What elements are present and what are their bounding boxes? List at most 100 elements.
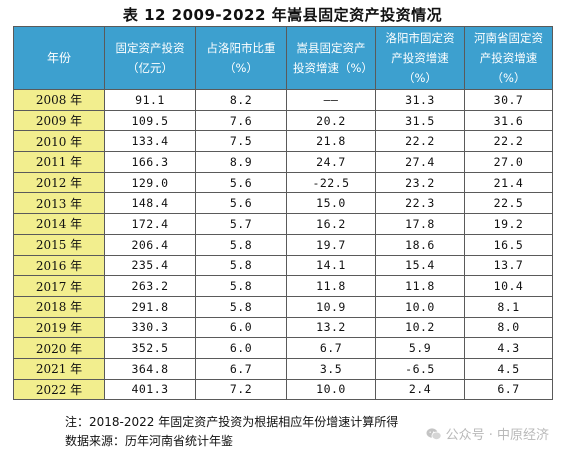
table-cell: 22.3 [375, 192, 465, 215]
data-source: 数据来源：历年河南省统计年鉴 [65, 434, 234, 448]
table-cell: 166.3 [104, 151, 196, 173]
table-cell: 10.4 [464, 275, 553, 297]
footnote: 注：2018-2022 年固定资产投资为根据相应年份增速计算所得 [65, 415, 399, 429]
year-cell: 2013 年 [13, 192, 105, 215]
table-cell: 10.0 [286, 378, 376, 401]
table-cell: 21.4 [464, 171, 553, 194]
table-cell: 19.7 [286, 233, 376, 256]
table-row: 2016 年 235.4 5.8 14.1 15.4 13.7 [13, 254, 553, 277]
year-cell: 2012 年 [13, 171, 105, 194]
table-cell: 19.2 [464, 213, 553, 235]
table-cell: 24.7 [286, 151, 376, 173]
table-cell: 91.1 [104, 89, 196, 111]
watermark: 公众号 · 中原经济 [426, 424, 549, 443]
table-cell: 14.1 [286, 254, 376, 277]
table-row: 2020 年 352.5 6.0 6.7 5.9 4.3 [13, 337, 553, 359]
table-cell: 8.2 [195, 89, 287, 111]
table-cell: 5.9 [375, 337, 465, 359]
table-cell: 20.2 [286, 109, 376, 132]
year-cell: 2020 年 [13, 337, 105, 359]
table-cell: 16.2 [286, 213, 376, 235]
table-cell: 27.4 [375, 151, 465, 173]
table-row: 2008 年 91.1 8.2 —— 31.3 30.7 [13, 89, 553, 111]
column-header-year: 年份 [13, 26, 105, 90]
table-cell: 7.5 [195, 130, 287, 153]
table-row: 2010 年 133.4 7.5 21.8 22.2 22.2 [13, 130, 553, 153]
table-row: 2021 年 364.8 6.7 3.5 -6.5 4.5 [13, 357, 553, 380]
table-cell: 330.3 [104, 316, 196, 339]
table-row: 2011 年 166.3 8.9 24.7 27.4 27.0 [13, 151, 553, 173]
table-cell: 129.0 [104, 171, 196, 194]
table-cell: 10.2 [375, 316, 465, 339]
year-cell: 2018 年 [13, 295, 105, 318]
table-cell: 21.8 [286, 130, 376, 153]
table-cell: 6.0 [195, 316, 287, 339]
column-header-henan-growth: 河南省固定资产投资增速（%） [464, 26, 553, 90]
table-row: 2019 年 330.3 6.0 13.2 10.2 8.0 [13, 316, 553, 339]
table-cell: 13.2 [286, 316, 376, 339]
table-row: 2013 年 148.4 5.6 15.0 22.3 22.5 [13, 192, 553, 215]
year-cell: 2019 年 [13, 316, 105, 339]
year-cell: 2014 年 [13, 213, 105, 235]
column-header-investment: 固定资产投资（亿元） [104, 26, 196, 90]
table-cell: 8.1 [464, 295, 553, 318]
table-row: 2012 年 129.0 5.6 -22.5 23.2 21.4 [13, 171, 553, 194]
table-cell: 10.9 [286, 295, 376, 318]
table-cell: 22.2 [375, 130, 465, 153]
table-cell: 6.7 [464, 378, 553, 401]
table-cell: 206.4 [104, 233, 196, 256]
table-cell: 10.0 [375, 295, 465, 318]
table-cell: 17.8 [375, 213, 465, 235]
table-cell: —— [286, 89, 376, 111]
watermark-text: 公众号 · 中原经济 [445, 428, 549, 443]
table-row: 2018 年 291.8 5.8 10.9 10.0 8.1 [13, 295, 553, 318]
table-cell: 6.0 [195, 337, 287, 359]
year-cell: 2009 年 [13, 109, 105, 132]
table-row: 2009 年 109.5 7.6 20.2 31.5 31.6 [13, 109, 553, 132]
column-header-county-growth: 嵩县固定资产投资增速（%） [286, 26, 376, 90]
table-cell: 16.5 [464, 233, 553, 256]
year-cell: 2022 年 [13, 378, 105, 401]
year-cell: 2010 年 [13, 130, 105, 153]
table-cell: 148.4 [104, 192, 196, 215]
table-cell: 6.7 [195, 357, 287, 380]
table-cell: 133.4 [104, 130, 196, 153]
table-cell: 364.8 [104, 357, 196, 380]
table-cell: 3.5 [286, 357, 376, 380]
table-row: 2022 年 401.3 7.2 10.0 2.4 6.7 [13, 378, 553, 401]
year-cell: 2017 年 [13, 275, 105, 297]
table-cell: 263.2 [104, 275, 196, 297]
table-cell: 5.8 [195, 275, 287, 297]
table-cell: 22.2 [464, 130, 553, 153]
year-cell: 2015 年 [13, 233, 105, 256]
wechat-icon [426, 427, 442, 441]
table-cell: 5.7 [195, 213, 287, 235]
table-row: 2014 年 172.4 5.7 16.2 17.8 19.2 [13, 213, 553, 235]
table-cell: 31.3 [375, 89, 465, 111]
table-cell: 11.8 [286, 275, 376, 297]
table-row: 2015 年 206.4 5.8 19.7 18.6 16.5 [13, 233, 553, 256]
table-cell: 4.3 [464, 337, 553, 359]
table-cell: 5.6 [195, 192, 287, 215]
year-cell: 2016 年 [13, 254, 105, 277]
table-cell: 8.9 [195, 151, 287, 173]
table-cell: 352.5 [104, 337, 196, 359]
table-cell: 109.5 [104, 109, 196, 132]
column-header-luoyang-growth: 洛阳市固定资产投资增速（%） [375, 26, 465, 90]
table-cell: 5.8 [195, 295, 287, 318]
table-title: 表 12 2009-2022 年嵩县固定资产投资情况 [122, 6, 443, 24]
column-header-share: 占洛阳市比重（%） [195, 26, 287, 90]
table-cell: 235.4 [104, 254, 196, 277]
table-header-row: 年份 固定资产投资（亿元） 占洛阳市比重（%） 嵩县固定资产投资增速（%） 洛阳… [13, 26, 553, 90]
table-cell: 5.8 [195, 233, 287, 256]
year-cell: 2021 年 [13, 357, 105, 380]
table-cell: 30.7 [464, 89, 553, 111]
table-cell: -22.5 [286, 171, 376, 194]
table-cell: 291.8 [104, 295, 196, 318]
year-cell: 2011 年 [13, 151, 105, 173]
table-cell: 5.8 [195, 254, 287, 277]
table-cell: 31.6 [464, 109, 553, 132]
table-cell: 15.0 [286, 192, 376, 215]
table-cell: 11.8 [375, 275, 465, 297]
data-table: 年份 固定资产投资（亿元） 占洛阳市比重（%） 嵩县固定资产投资增速（%） 洛阳… [13, 26, 553, 401]
